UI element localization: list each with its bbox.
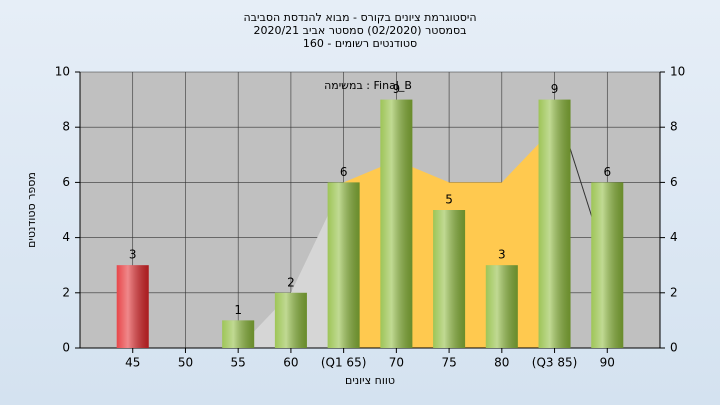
data-label: 1 [234, 303, 242, 317]
y-tick-label: 0 [62, 341, 70, 355]
bar-shade [116, 265, 149, 348]
data-label: 5 [445, 193, 453, 207]
x-axis-label: טווח ציונים [345, 374, 395, 387]
bar-shade [274, 292, 307, 348]
y2-tick-label: 10 [670, 65, 685, 79]
x-tick-label: 55 [231, 356, 246, 370]
data-label: 6 [340, 165, 348, 179]
chart-subtitle: סטודנטים רשומים - 160 [303, 37, 417, 50]
x-tick-label: 60 [283, 356, 298, 370]
area [238, 182, 344, 348]
x-tick-label: 75 [441, 356, 456, 370]
bar-shade [327, 182, 360, 348]
y-tick-label: 2 [62, 285, 70, 299]
bar-shade [538, 99, 571, 348]
x-tick-label: (Q1 65) [321, 356, 367, 370]
bar-shade [433, 210, 466, 348]
y2-tick-label: 6 [670, 175, 678, 189]
y-tick-label: 6 [62, 175, 70, 189]
bar-shade [591, 182, 624, 348]
x-tick-label: 80 [494, 356, 509, 370]
bar-shade [485, 265, 518, 348]
data-label: 2 [287, 275, 295, 289]
data-label: 3 [498, 248, 506, 262]
y-tick-label: 10 [55, 65, 70, 79]
x-tick-label: (Q3 85) [532, 356, 578, 370]
y-axis-label: מספר סטודנטים [25, 172, 38, 248]
data-label: 3 [129, 248, 137, 262]
y-tick-label: 8 [62, 120, 70, 134]
data-label: 9 [551, 82, 559, 96]
y2-tick-label: 0 [670, 341, 678, 355]
y2-tick-label: 8 [670, 120, 678, 134]
chart-title: היסטוגרמת ציונים בקורס - מבוא להנדסת הסב… [243, 11, 476, 24]
bar-shade [222, 320, 255, 348]
data-label: 6 [603, 165, 611, 179]
x-tick-label: 90 [600, 356, 615, 370]
y-tick-label: 4 [62, 230, 70, 244]
y2-tick-label: 2 [670, 285, 678, 299]
chart-subtitle: בסמסטר (02/2020) סמסטר אביב 2020/21 [253, 24, 466, 37]
bar-shade [380, 99, 413, 348]
x-tick-label: 70 [389, 356, 404, 370]
data-label: 9 [393, 82, 401, 96]
annotation: במשימה : Final_B [324, 79, 412, 92]
y2-tick-label: 4 [670, 230, 678, 244]
x-tick-label: 50 [178, 356, 193, 370]
x-tick-label: 45 [125, 356, 140, 370]
